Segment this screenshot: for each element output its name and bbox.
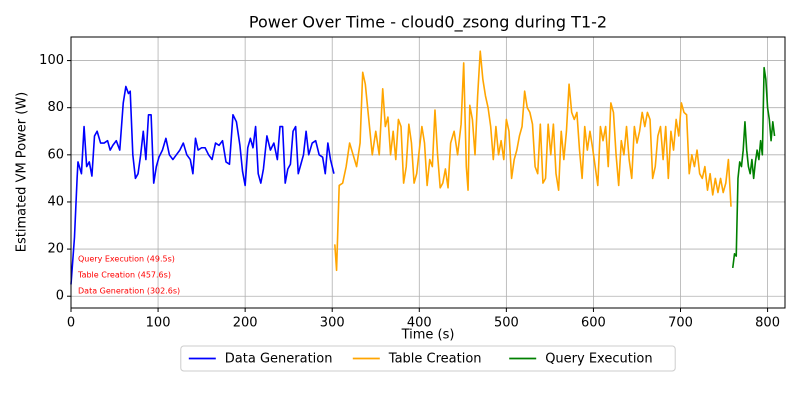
chart-title: Power Over Time - cloud0_zsong during T1… — [249, 13, 607, 33]
x-tick-label: 800 — [755, 316, 780, 331]
series-line — [334, 50, 732, 272]
plot-frame — [70, 36, 786, 309]
y-tick-label: 100 — [39, 53, 64, 68]
y-axis-label: Estimated VM Power (W) — [15, 92, 30, 252]
y-tick-label: 80 — [47, 100, 64, 115]
x-tick-label: 600 — [581, 316, 606, 331]
x-tick-label: 200 — [233, 316, 258, 331]
y-tick-label: 60 — [47, 147, 64, 162]
annotation: Table Creation (457.6s) — [77, 271, 171, 280]
y-tick-label: 0 — [56, 289, 64, 304]
y-tick-label: 40 — [47, 194, 64, 209]
annotation: Query Execution (49.5s) — [78, 255, 175, 264]
x-tick-label: 300 — [320, 316, 345, 331]
legend-box — [180, 345, 676, 372]
x-tick-label: 400 — [407, 316, 432, 331]
series-line — [70, 85, 335, 285]
legend-label: Data Generation — [225, 352, 333, 367]
x-tick-label: 100 — [146, 316, 171, 331]
series-line — [731, 66, 776, 269]
legend: Data Generation Table Creation Query Execu… — [180, 345, 676, 372]
x-tick-label: 500 — [494, 316, 519, 331]
legend-label: Query Execution — [545, 352, 652, 367]
x-axis-label: Time (s) — [401, 328, 455, 343]
y-tick-label: 20 — [47, 242, 64, 257]
annotation: Data Generation (302.6s) — [78, 287, 180, 296]
legend-label: Table Creation — [388, 352, 482, 367]
x-tick-label: 700 — [668, 316, 693, 331]
x-tick-label: 0 — [67, 316, 75, 331]
